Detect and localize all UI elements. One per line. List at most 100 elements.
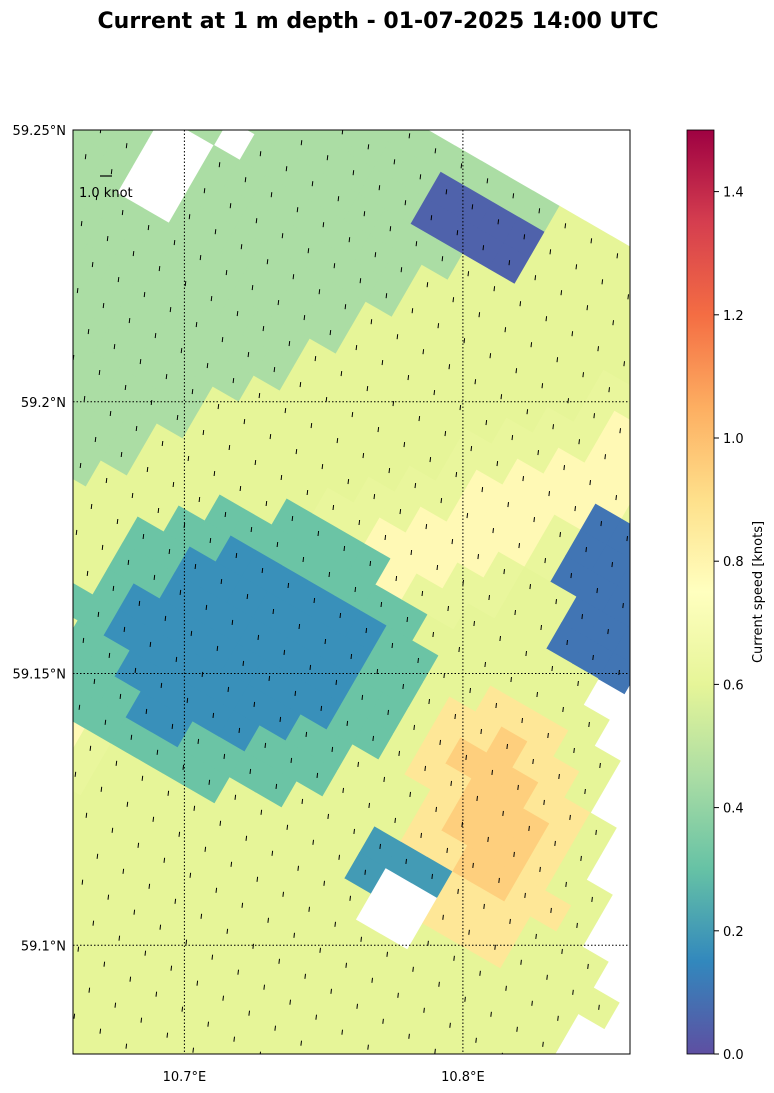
current-arrow <box>494 944 496 950</box>
current-arrow <box>331 88 332 93</box>
current-arrow <box>607 629 609 635</box>
current-arrow <box>439 739 441 745</box>
current-arrow <box>368 802 370 808</box>
current-arrow <box>601 279 604 285</box>
current-arrow <box>503 569 505 575</box>
current-arrow <box>350 653 353 660</box>
current-arrow <box>353 1071 354 1076</box>
current-arrow <box>141 775 144 781</box>
current-arrow <box>208 121 209 126</box>
current-arrow <box>250 526 253 533</box>
current-arrow <box>476 795 478 801</box>
speed-cell <box>73 162 92 205</box>
speed-cell <box>161 130 204 131</box>
current-arrow <box>111 1070 112 1075</box>
current-arrow <box>85 1055 86 1060</box>
current-arrow <box>338 854 340 860</box>
current-arrow <box>564 223 567 229</box>
current-arrow <box>181 1006 184 1012</box>
current-arrow <box>317 530 320 537</box>
current-arrow <box>75 529 78 535</box>
current-arrow <box>364 869 366 875</box>
current-arrow <box>315 1014 317 1020</box>
current-arrow <box>153 574 156 580</box>
current-arrow <box>324 638 327 645</box>
current-arrow <box>329 330 332 336</box>
speed-cell <box>28 81 70 123</box>
current-arrow <box>253 701 256 707</box>
current-arrow <box>598 1004 600 1010</box>
current-arrow <box>341 1029 343 1035</box>
current-arrow <box>362 453 365 459</box>
current-arrow <box>44 165 45 170</box>
current-arrow <box>351 412 354 418</box>
colorbar-ticks: 0.0 0.2 0.4 0.6 0.8 1.0 1.2 1.4 <box>714 186 744 1063</box>
current-arrow <box>539 866 541 872</box>
current-arrow <box>537 450 539 456</box>
current-arrow <box>545 316 548 322</box>
current-arrow <box>173 240 176 246</box>
current-arrow <box>92 920 95 926</box>
current-arrow <box>405 858 407 864</box>
current-arrow <box>128 318 131 324</box>
current-arrow <box>378 185 381 191</box>
current-arrow <box>547 732 549 739</box>
current-arrow <box>530 342 533 348</box>
speed-cell <box>23 1048 65 1090</box>
current-arrow <box>91 262 94 268</box>
current-arrow <box>73 1013 76 1019</box>
current-arrow <box>289 999 291 1005</box>
current-arrow <box>115 760 118 766</box>
current-arrow <box>281 233 284 239</box>
current-arrow <box>273 367 276 373</box>
current-arrow <box>103 961 106 967</box>
current-arrow <box>172 481 175 488</box>
current-arrow <box>397 992 399 998</box>
current-arrow <box>433 390 436 396</box>
current-arrow <box>245 835 248 841</box>
current-arrow <box>143 292 146 298</box>
speed-cell <box>648 266 690 308</box>
speed-cell <box>239 1034 281 1054</box>
current-arrow <box>334 921 336 927</box>
current-arrow <box>178 831 181 837</box>
current-arrow <box>167 790 170 796</box>
current-arrow <box>254 459 257 466</box>
current-arrow <box>570 573 572 579</box>
current-arrow <box>85 812 88 818</box>
current-arrow <box>473 620 475 627</box>
current-arrow <box>354 586 357 593</box>
current-arrow <box>511 435 514 441</box>
current-arrow <box>111 827 114 833</box>
current-arrow <box>496 461 499 467</box>
current-arrow <box>336 438 339 444</box>
speed-cell <box>73 646 90 689</box>
current-arrow <box>110 169 113 175</box>
speed-cell <box>73 1037 107 1054</box>
current-arrow <box>394 817 396 823</box>
current-arrow <box>593 413 595 419</box>
speed-cell <box>618 317 630 360</box>
current-arrow <box>327 1056 328 1061</box>
speed-cell <box>28 739 70 781</box>
current-arrow <box>491 769 493 775</box>
current-arrow <box>95 195 98 201</box>
current-arrow <box>79 462 82 469</box>
current-arrow <box>441 256 444 262</box>
current-arrow <box>464 996 466 1002</box>
y-tick-label: 59.15°N <box>13 668 66 683</box>
current-arrow <box>554 840 556 846</box>
current-arrow <box>285 166 288 172</box>
current-arrow <box>139 359 142 365</box>
speed-cell <box>291 1064 333 1093</box>
current-arrow <box>457 888 459 894</box>
speed-cell <box>73 188 77 231</box>
current-arrow <box>296 207 299 213</box>
current-arrow <box>100 786 103 792</box>
current-arrow <box>39 474 40 479</box>
current-arrow <box>370 319 373 325</box>
current-arrow <box>65 489 66 494</box>
speed-cell <box>73 847 78 890</box>
current-arrow <box>222 995 224 1001</box>
